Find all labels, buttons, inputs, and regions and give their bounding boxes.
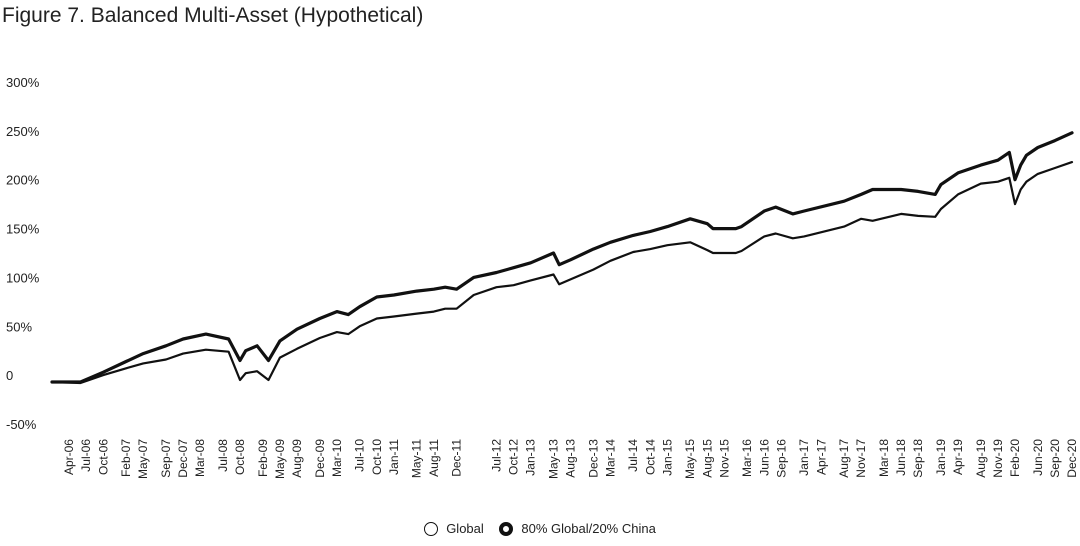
x-tick-label: Apr-06	[62, 439, 76, 475]
x-tick-label: Mar-18	[877, 439, 891, 477]
x-tick-label: Feb-09	[256, 439, 270, 477]
x-tick-label: Mar-08	[193, 439, 207, 477]
x-tick-label: Jul-08	[216, 439, 230, 472]
x-tick-label: Dec-07	[176, 439, 190, 478]
x-tick-label: Dec-13	[586, 439, 600, 478]
x-tick-label: Jul-12	[489, 439, 503, 472]
x-axis: Apr-06 Jul-06 Oct-06 Feb-07 May-07 Sep-07 Dec-…	[62, 439, 1079, 479]
legend-item-global: Global	[424, 521, 484, 536]
x-tick-label: Dec-11	[450, 439, 464, 477]
x-tick-label: May-11	[410, 439, 424, 478]
x-tick-label: Dec-09	[313, 439, 327, 478]
x-tick-label: Sep-20	[1048, 439, 1062, 478]
x-tick-label: Aug-15	[700, 439, 714, 478]
x-tick-label: Feb-20	[1008, 439, 1022, 477]
legend: Global 80% Global/20% China	[0, 521, 1080, 539]
x-tick-label: Jun-20	[1031, 439, 1045, 476]
x-tick-label: Oct-06	[96, 439, 110, 475]
x-tick-label: Nov-19	[991, 439, 1005, 478]
y-tick-label: 200%	[6, 173, 40, 188]
x-tick-label: Apr-19	[951, 439, 965, 475]
y-tick-label: -50%	[6, 417, 37, 432]
series-layer	[50, 131, 1074, 385]
legend-label-global: Global	[446, 521, 484, 536]
y-tick-label: 300%	[6, 75, 40, 90]
x-tick-label: Oct-12	[507, 439, 521, 475]
x-tick-label: Oct-10	[370, 439, 384, 475]
x-tick-label: Sep-07	[159, 439, 173, 478]
x-tick-label: Mar-16	[740, 439, 754, 477]
x-tick-label: Jul-14	[626, 439, 640, 472]
x-tick-label: Oct-08	[233, 439, 247, 475]
x-tick-label: Aug-09	[290, 439, 304, 478]
legend-marker-thin-icon	[424, 521, 439, 536]
y-tick-label: 50%	[6, 319, 32, 334]
x-tick-label: Aug-11	[427, 439, 441, 477]
y-tick-label: 100%	[6, 270, 40, 285]
x-tick-label: Sep-16	[774, 439, 788, 478]
x-tick-label: Jun-18	[894, 439, 908, 476]
legend-label-blend: 80% Global/20% China	[521, 521, 656, 536]
x-tick-label: May-07	[136, 439, 150, 479]
series-line-blend	[50, 131, 1074, 384]
x-tick-label: Aug-19	[974, 439, 988, 478]
x-tick-label: Jan-17	[797, 439, 811, 476]
x-tick-label: Mar-10	[330, 439, 344, 477]
legend-marker-thick-icon	[499, 521, 514, 536]
y-axis: -50% 0 50% 100% 150% 200% 250% 300%	[6, 75, 40, 432]
x-tick-label: Jul-06	[79, 439, 93, 472]
x-tick-label: Dec-20	[1065, 439, 1079, 478]
x-tick-label: Jan-11	[387, 439, 401, 475]
x-tick-label: Sep-18	[911, 439, 925, 478]
x-tick-label: Jul-10	[353, 439, 367, 472]
x-tick-label: May-09	[273, 439, 287, 479]
x-tick-label: Aug-13	[564, 439, 578, 478]
x-tick-label: Nov-17	[854, 439, 868, 478]
x-tick-label: Feb-07	[119, 439, 133, 477]
x-tick-label: Oct-14	[643, 439, 657, 475]
series-line-global	[50, 161, 1074, 385]
x-tick-label: Jun-16	[757, 439, 771, 476]
legend-item-blend: 80% Global/20% China	[499, 521, 656, 536]
x-tick-label: Jan-13	[524, 439, 538, 476]
x-tick-label: May-13	[546, 439, 560, 479]
x-tick-label: Apr-17	[814, 439, 828, 475]
x-tick-label: May-15	[683, 439, 697, 479]
x-tick-label: Jan-15	[660, 439, 674, 476]
x-tick-label: Mar-14	[603, 439, 617, 477]
y-tick-label: 150%	[6, 222, 40, 237]
chart-title: Figure 7. Balanced Multi-Asset (Hypothet…	[2, 4, 424, 27]
y-tick-label: 250%	[6, 124, 40, 139]
x-tick-label: Nov-15	[717, 439, 731, 478]
y-tick-label: 0	[6, 368, 13, 383]
x-tick-label: Jan-19	[934, 439, 948, 476]
x-tick-label: Aug-17	[837, 439, 851, 478]
